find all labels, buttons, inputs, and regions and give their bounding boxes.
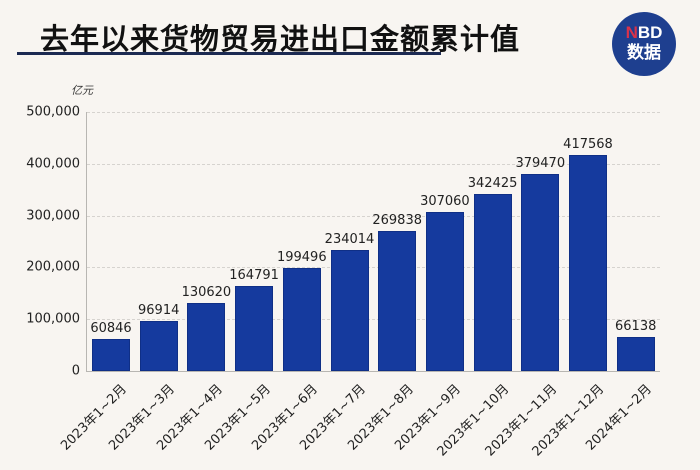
gridline (87, 163, 660, 165)
bar (425, 211, 464, 371)
value-label: 164791 (229, 267, 279, 283)
y-tick-label: 100,000 (26, 311, 80, 327)
value-label: 130620 (181, 285, 232, 301)
value-label: 234014 (324, 231, 375, 247)
value-label: 66138 (615, 318, 657, 334)
gridline (87, 215, 660, 217)
chart-title: 去年以来货物贸易进出口金额累计值 (40, 22, 521, 56)
value-label: 199496 (276, 249, 327, 265)
value-label: 60846 (90, 321, 132, 337)
bar (569, 154, 607, 371)
y-axis-unit: 亿元 (71, 84, 93, 97)
title-underline (17, 52, 441, 55)
bar (139, 320, 178, 371)
bar (616, 336, 655, 371)
value-label: 342425 (467, 175, 518, 191)
y-tick-label: 0 (71, 363, 80, 379)
value-label: 96914 (138, 302, 180, 318)
bar (92, 339, 130, 371)
y-tick-label: 400,000 (26, 156, 80, 172)
y-tick-label: 200,000 (26, 259, 80, 275)
gridline (87, 319, 660, 321)
bar (282, 267, 321, 371)
logo-prefix: N (625, 23, 638, 42)
y-axis-line (86, 112, 87, 372)
value-label: 307060 (420, 193, 470, 209)
y-tick-label: 500,000 (26, 104, 80, 120)
value-label: 379470 (515, 156, 566, 172)
nbd-logo: NBD 数据 (612, 12, 676, 76)
gridline (87, 267, 660, 269)
bar (235, 285, 274, 371)
bar (521, 174, 560, 371)
gridline (87, 112, 660, 113)
value-label: 417568 (563, 136, 613, 152)
x-axis-line (86, 371, 660, 372)
logo-line2: 数据 (627, 43, 661, 63)
bar (187, 303, 226, 371)
logo-suffix: BD (637, 23, 663, 42)
bar (330, 249, 369, 371)
bar (473, 193, 512, 371)
value-label: 269838 (372, 213, 422, 229)
bar (378, 231, 417, 371)
y-tick-label: 300,000 (26, 208, 80, 224)
